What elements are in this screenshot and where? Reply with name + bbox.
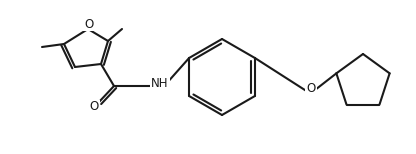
Text: NH: NH <box>151 77 169 89</box>
Text: O: O <box>306 81 316 95</box>
Text: O: O <box>84 18 94 30</box>
Text: O: O <box>89 101 99 113</box>
